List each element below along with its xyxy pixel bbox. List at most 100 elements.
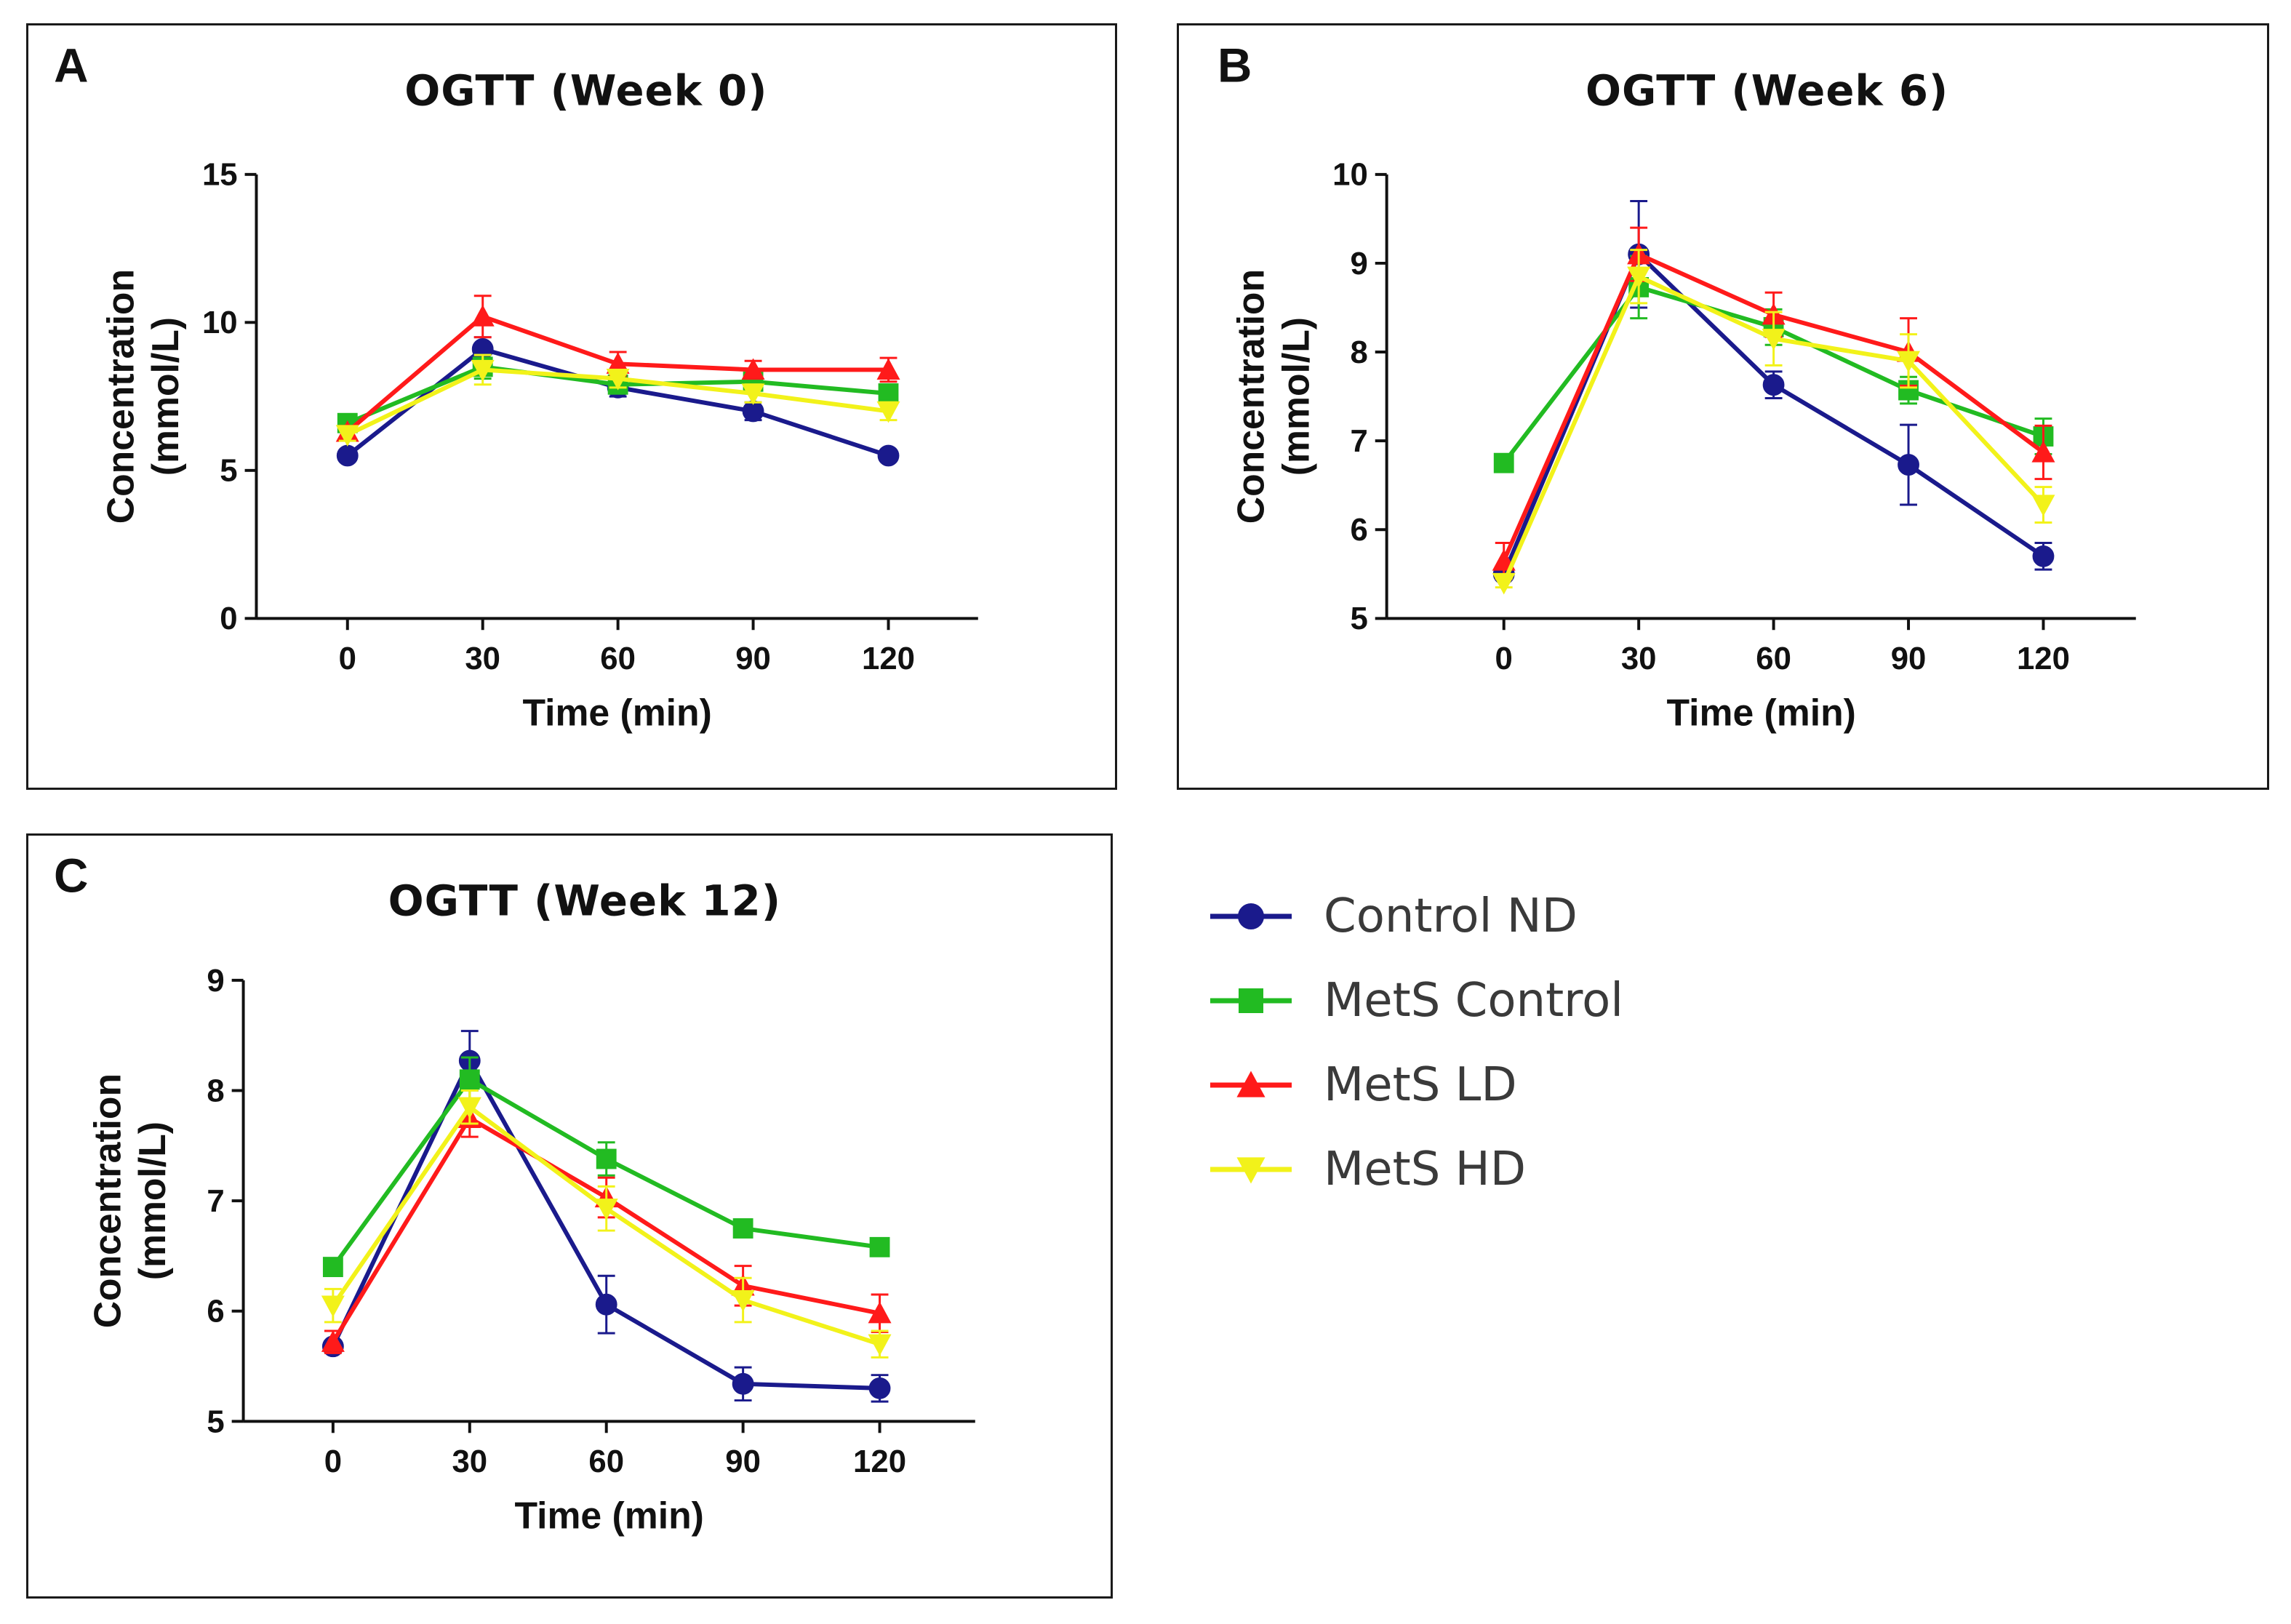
series [335,353,900,447]
data-point [322,1257,343,1278]
y-tick-label: 6 [1350,512,1367,548]
data-point [1898,454,1919,476]
data-point [732,1218,753,1239]
panel-a: A OGTT (Week 0) 0 5 10 15 0 30 60 90 120 Time (mi… [26,23,1117,790]
data-point [335,425,359,447]
data-point [1762,374,1785,396]
legend-item: MetS HD [1207,1137,1862,1202]
data-point [336,444,359,467]
x-tick-label: 90 [725,1444,761,1479]
data-point [868,1334,892,1356]
x-axis-label: Time (min) [514,1495,703,1537]
x-tick-label: 30 [452,1444,487,1479]
series [321,1089,892,1359]
data-point [876,358,900,380]
chart-title: OGTT (Week 6) [1586,65,1948,115]
y-axis-label: Concentration [87,1073,129,1328]
y-tick-label: 15 [202,157,238,193]
data-point [868,1301,892,1324]
y-tick-label: 8 [207,1073,224,1108]
data-point [596,1148,617,1169]
x-tick-label: 120 [862,641,915,676]
x-tick-label: 30 [465,641,500,676]
data-point [1897,351,1921,373]
legend-swatch [1210,988,1292,1013]
legend-label: MetS HD [1324,1143,1527,1196]
data-point [471,359,495,382]
x-tick-label: 30 [1621,641,1657,676]
legend-swatch [1210,1071,1292,1097]
data-point [877,444,900,467]
legend-label: Control ND [1324,889,1578,943]
legend-label: MetS Control [1324,974,1623,1028]
data-point [595,1293,617,1316]
legend-item: MetS Control [1207,968,1862,1033]
panel-b: B OGTT (Week 6) 5 6 7 8 9 10 0 30 60 90 120 Time (m… [1177,23,2269,790]
series [322,1056,890,1278]
y-tick-label: 5 [207,1404,224,1439]
data-point [2031,440,2055,463]
data-point [321,1330,345,1352]
data-point [321,1295,345,1318]
data-point [2032,545,2055,567]
data-point [459,1069,480,1090]
x-tick-label: 0 [339,641,356,676]
chart-title: OGTT (Week 12) [388,876,781,925]
y-axis-label-units: (mmol/L) [144,317,186,476]
data-point [869,1236,890,1257]
y-tick-label: 9 [207,963,224,999]
panel-label-b: B [1218,39,1252,92]
legend-marker [1236,1071,1266,1097]
panel-label-a: A [54,39,88,92]
panel-label-c: C [54,849,88,903]
x-tick-label: 120 [853,1444,906,1479]
data-point [1762,329,1786,351]
chart-a-svg: A OGTT (Week 0) 0 5 10 15 0 30 60 90 120 Time (mi… [54,39,978,733]
data-point [731,1289,755,1312]
x-tick-label: 0 [1495,641,1513,676]
x-tick-label: 60 [600,641,636,676]
data-point [732,1372,754,1395]
y-tick-label: 5 [1350,601,1367,636]
x-axis-label: Time (min) [522,691,711,733]
chart-b-svg: B OGTT (Week 6) 5 6 7 8 9 10 0 30 60 90 120 Time (m… [1218,39,2136,733]
data-point [876,401,900,423]
data-point [741,358,765,380]
y-axis-label: Concentration [99,269,141,524]
x-tick-label: 0 [324,1444,342,1479]
y-tick-label: 8 [1350,335,1367,370]
panel-c: C OGTT (Week 12) 5 6 7 8 9 0 30 60 90 120 Time (mi… [26,833,1113,1599]
legend: Control ND MetS Control MetS LD MetS HD [1207,884,1862,1233]
plot-area: 5 6 7 8 9 10 0 30 60 90 120 Time (min) Concentration… [1230,157,2136,733]
y-tick-label: 7 [207,1183,224,1219]
y-axis-label-units: (mmol/L) [1274,317,1316,476]
legend-item: Control ND [1207,884,1862,949]
data-point [606,369,630,391]
x-tick-label: 60 [588,1444,624,1479]
legend-item: MetS LD [1207,1052,1862,1118]
data-point [1627,266,1651,289]
series [1492,249,2055,595]
plot-area: 0 5 10 15 0 30 60 90 120 Time (min) Concentration(… [99,157,978,733]
chart-title: OGTT (Week 0) [404,65,767,115]
legend-label: MetS LD [1324,1058,1517,1112]
x-tick-label: 120 [2017,641,2070,676]
x-axis-label: Time (min) [1667,691,1856,733]
x-tick-label: 90 [1891,641,1927,676]
data-point [741,383,765,406]
legend-marker [1236,1157,1266,1184]
data-point [868,1377,891,1399]
data-point [606,352,630,374]
legend-marker [1239,988,1263,1013]
y-tick-label: 9 [1350,246,1367,281]
y-tick-label: 10 [202,305,238,340]
legend-swatch [1210,903,1292,929]
y-tick-label: 7 [1350,423,1367,459]
legend-marker [1238,903,1264,929]
data-point [594,1199,618,1220]
data-point [878,383,899,404]
data-point [1492,572,1516,595]
y-axis-label-units: (mmol/L) [131,1121,173,1280]
